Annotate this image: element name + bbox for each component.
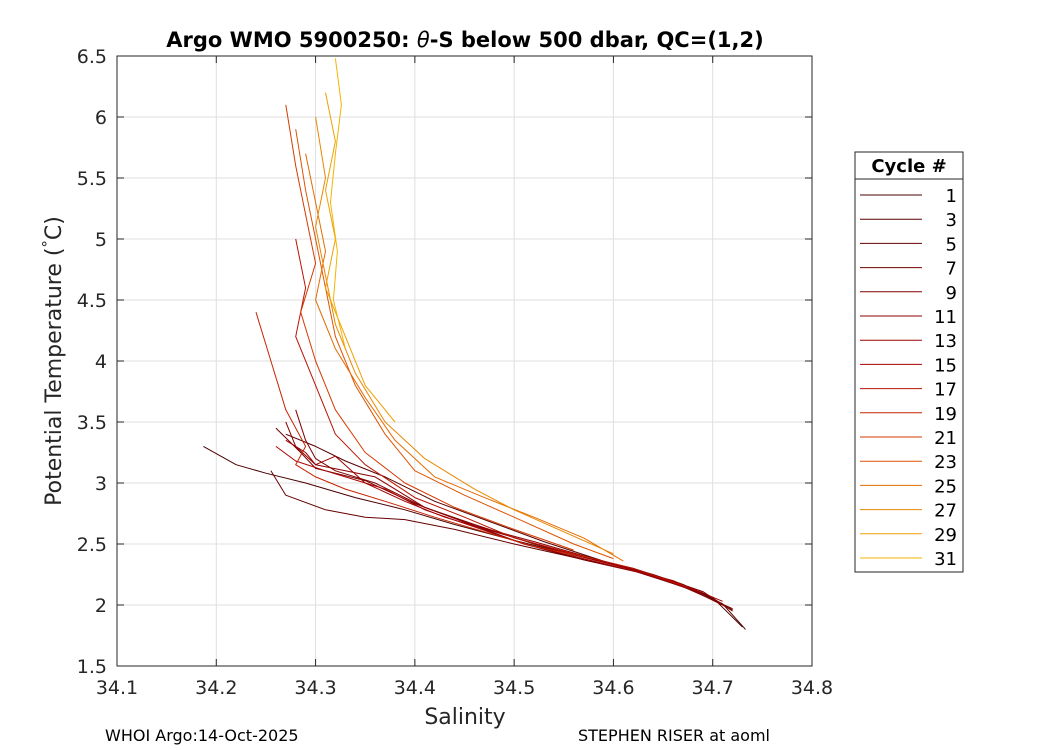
series-line-cycle-15: [275, 445, 703, 594]
y-tick-label: 3.5: [77, 412, 107, 434]
legend-label: 15: [934, 355, 957, 376]
x-tick-label: 34.3: [294, 677, 336, 699]
legend-label: 25: [934, 476, 957, 497]
series-line-cycle-25: [305, 153, 624, 562]
legend-label: 13: [934, 331, 957, 352]
y-tick-label: 6: [95, 107, 107, 129]
y-tick-label: 4: [95, 351, 107, 373]
x-tick-label: 34.2: [195, 677, 237, 699]
legend-label: 19: [934, 404, 957, 425]
y-tick-label: 1.5: [77, 656, 107, 678]
series-line-cycle-31: [330, 58, 346, 349]
legend-label: 17: [934, 380, 957, 401]
series-line-cycle-27: [315, 116, 614, 555]
y-tick-label: 6.5: [77, 46, 107, 68]
legend-label: 21: [934, 428, 957, 449]
y-tick-label: 3: [95, 473, 107, 495]
y-tick-label: 4.5: [77, 290, 107, 312]
legend-label: 29: [934, 525, 957, 546]
chart-title: Argo WMO 5900250: θ-S below 500 dbar, QC…: [166, 28, 763, 52]
x-tick-label: 34.1: [96, 677, 138, 699]
legend-label: 9: [946, 283, 957, 304]
legend-label: 7: [946, 259, 957, 280]
y-axis: 1.5 2 2.5 3 3.5 4 4.5 5 5.5 6 6.5: [77, 46, 812, 678]
x-tick-label: 34.5: [493, 677, 535, 699]
y-axis-label: Potential Temperature (°C): [39, 216, 67, 506]
y-tick-label: 2: [95, 595, 107, 617]
series-group: [203, 58, 746, 630]
series-line-cycle-23: [295, 129, 614, 560]
x-tick-label: 34.8: [791, 677, 833, 699]
x-axis-label: Salinity: [424, 705, 505, 730]
series-line-cycle-21: [285, 104, 574, 551]
legend-label: 31: [934, 549, 957, 570]
x-tick-label: 34.4: [394, 677, 436, 699]
footer-right: STEPHEN RISER at aoml: [578, 726, 770, 745]
y-tick-label: 5.5: [77, 168, 107, 190]
legend-label: 27: [934, 501, 957, 522]
x-axis: 34.1 34.2 34.3 34.4 34.5 34.6 34.7 34.8: [96, 56, 833, 699]
y-tick-label: 5: [95, 229, 107, 251]
legend-label: 23: [934, 452, 957, 473]
legend-label: 1: [946, 186, 957, 207]
legend-title: Cycle #: [871, 156, 946, 177]
legend-label: 11: [934, 307, 957, 328]
y-tick-label: 2.5: [77, 534, 107, 556]
legend-box: [854, 151, 964, 573]
series-line-cycle-19: [255, 312, 594, 560]
legend-label: 3: [946, 210, 957, 231]
legend-label: 5: [946, 234, 957, 255]
x-tick-label: 34.6: [592, 677, 634, 699]
x-tick-label: 34.7: [692, 677, 734, 699]
series-line-cycle-29: [325, 92, 396, 423]
footer-left: WHOI Argo:14-Oct-2025: [105, 726, 299, 745]
